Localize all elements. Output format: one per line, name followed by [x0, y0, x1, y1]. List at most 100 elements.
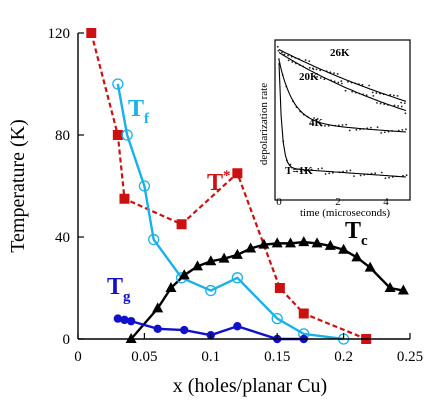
point-tc — [397, 284, 409, 295]
point-tg — [120, 315, 129, 325]
inset-scatter-point — [348, 129, 351, 132]
x-axis-title: x (holes/planar Cu) — [173, 375, 327, 397]
y-tick-label: 40 — [55, 230, 70, 246]
inset-curve-4k — [278, 59, 407, 133]
inset-scatter-point — [396, 94, 399, 97]
inset-scatter-point — [324, 173, 327, 175]
x-tick-label: 0.2 — [334, 349, 353, 365]
inset-scatter-point — [372, 94, 375, 97]
point-tc — [258, 238, 270, 249]
series-label-t: T* — [207, 168, 231, 196]
inset-scatter-point — [405, 174, 408, 177]
point-tc — [165, 282, 177, 292]
inset-frame — [274, 39, 411, 201]
point-tc — [205, 255, 217, 266]
inset-scatter-point — [276, 45, 279, 48]
point-tc — [178, 269, 190, 280]
inset-scatter-point — [289, 163, 292, 166]
inset-scatter-point — [316, 117, 319, 120]
inset-scatter-point — [400, 101, 403, 104]
inset-scatter-point — [384, 177, 387, 180]
inset-scatter-point — [281, 51, 283, 54]
inset-scatter-point — [336, 73, 339, 75]
inset-scatter-point — [393, 94, 395, 97]
inset-scatter-point — [371, 91, 374, 94]
point-tc — [364, 261, 376, 272]
point-tc — [125, 333, 137, 343]
point-tf — [271, 312, 283, 325]
inset-scatter-point — [316, 75, 318, 78]
series-labels: T* Tf Tc Tg — [107, 96, 368, 305]
inset-scatter-point — [376, 126, 379, 129]
point-tc — [351, 251, 363, 262]
x-tick-label: 0.05 — [131, 349, 157, 365]
inset-scatter-point — [319, 77, 322, 79]
y-axis-title: Temperature (K) — [7, 119, 29, 253]
point-t — [112, 130, 123, 140]
inset-label-1k: T=1K — [285, 165, 313, 177]
inset-scatter-point — [353, 175, 355, 178]
inset-scatter-point — [403, 102, 406, 105]
series-label-tf: Tf — [128, 96, 150, 127]
inset-label-20k: 20K — [299, 71, 319, 83]
point-tc — [218, 252, 230, 263]
inset-scatter-point — [320, 124, 323, 127]
inset-scatter-point — [370, 126, 372, 129]
inset-scatter-point — [389, 93, 392, 96]
inset-scatter-point — [328, 172, 331, 175]
inset-scatter-point — [321, 167, 323, 170]
x-tick-label: 0 — [74, 349, 82, 365]
inset-scatter-point — [345, 123, 348, 126]
inset-scatter-point — [383, 131, 386, 134]
inset-scatter-point — [368, 84, 370, 87]
inset-scatter-point — [304, 59, 307, 61]
point-tc — [271, 237, 283, 248]
inset-scatter-point — [291, 61, 294, 63]
inset-scatter-point — [283, 53, 286, 56]
inset-label-26k: 26K — [330, 47, 350, 59]
inset-scatter-point — [355, 129, 358, 131]
inset-scatter-point — [340, 80, 343, 82]
y-tick-label: 80 — [55, 128, 70, 144]
inset-curve-1k — [278, 62, 407, 178]
point-tf — [205, 284, 217, 297]
inset-scatter-point — [278, 58, 280, 60]
inset-scatter-point — [393, 104, 396, 107]
inset-scatter-point — [405, 128, 407, 131]
inset-x-tick-2: 2 — [335, 196, 341, 208]
point-tc — [192, 260, 204, 271]
inset-scatter-point — [324, 124, 326, 127]
y-tick-label: 0 — [63, 332, 71, 348]
inset-scatter-point — [397, 105, 400, 107]
inset-scatter-point — [388, 176, 390, 179]
point-t — [274, 283, 285, 293]
point-tf — [138, 180, 151, 192]
inset-x-tick-0: 0 — [276, 196, 282, 208]
series-markers — [86, 28, 409, 345]
point-tc — [284, 237, 296, 248]
inset-scatter-point — [374, 172, 377, 175]
inset-scatter-point — [287, 59, 290, 62]
point-tg — [153, 324, 162, 333]
inset-scatter-point — [347, 80, 349, 83]
inset-scatter-point — [299, 170, 302, 173]
point-tc — [298, 236, 310, 247]
point-tf — [148, 233, 160, 246]
inset-x-tick-4: 4 — [383, 196, 389, 208]
inset-scatter-point — [317, 167, 320, 170]
inset-scatter-point — [323, 78, 326, 81]
inset-scatter-point — [333, 72, 335, 75]
inset-scatter-point — [327, 124, 330, 127]
point-t — [298, 308, 309, 319]
point-tc — [311, 237, 323, 248]
inset-scatter-point — [365, 94, 368, 96]
point-t — [232, 168, 243, 179]
inset-scatter-point — [345, 170, 348, 172]
point-tg — [233, 322, 242, 331]
inset-scatter-point — [404, 112, 407, 115]
inset-scatter-point — [359, 174, 362, 177]
inset-scatter-point — [375, 92, 378, 94]
